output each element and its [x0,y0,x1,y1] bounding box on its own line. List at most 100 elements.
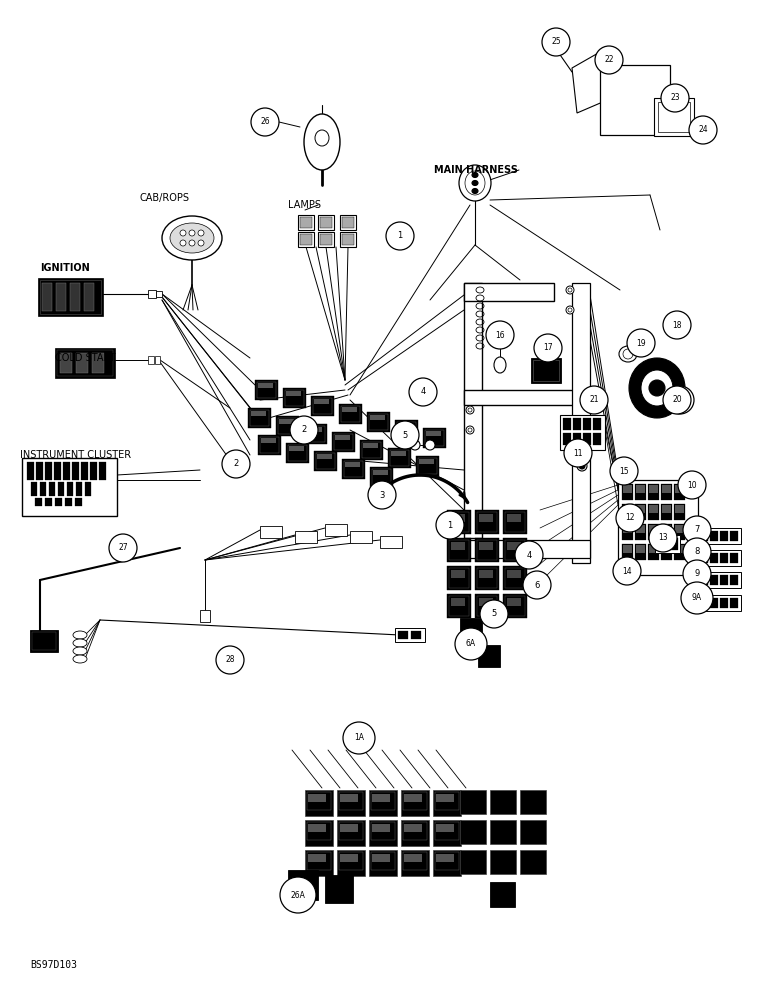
Circle shape [391,421,419,449]
Bar [251,411,266,416]
Bar [76,482,82,496]
Circle shape [455,628,487,660]
Bar [583,433,591,445]
Bar [257,382,276,398]
Bar [419,459,434,464]
Bar [350,531,372,543]
Bar [675,545,684,553]
Ellipse shape [568,308,572,312]
Bar [404,854,422,862]
Bar [58,482,64,496]
Bar [505,568,525,588]
Bar [156,291,162,297]
Bar [390,450,409,466]
Bar [40,482,46,496]
Text: 6A: 6A [466,640,476,648]
Bar [449,540,469,560]
Circle shape [663,386,691,414]
Ellipse shape [466,406,474,414]
Ellipse shape [180,240,186,246]
Bar [298,215,314,230]
Bar [479,598,493,606]
Bar [388,448,411,468]
Bar [339,792,363,810]
Bar [675,525,684,533]
Text: 10: 10 [687,481,697,489]
Bar [401,790,429,816]
Bar [710,553,718,563]
Circle shape [109,534,137,562]
Ellipse shape [641,370,673,406]
Text: 23: 23 [670,94,680,103]
Bar [276,416,299,436]
Bar [36,462,43,480]
Bar [674,504,685,520]
Bar [340,854,358,862]
Text: CAB/ROPS: CAB/ROPS [140,193,190,203]
Ellipse shape [170,223,214,253]
Bar [286,391,301,396]
Bar [460,790,486,814]
Bar [730,598,738,608]
Bar [520,820,546,844]
Text: 5: 5 [402,430,408,440]
Bar [447,510,471,534]
Text: 24: 24 [698,125,708,134]
Bar [662,485,671,493]
Bar [696,550,741,566]
Bar [507,598,521,606]
Bar [436,794,454,802]
Bar [363,443,378,448]
Bar [649,525,658,533]
Bar [85,482,91,496]
Bar [648,544,659,560]
Bar [447,538,471,562]
Bar [314,451,337,471]
Ellipse shape [551,39,561,49]
Bar [308,854,326,862]
Bar [289,446,304,451]
Bar [260,437,279,453]
Bar [55,498,62,506]
Bar [700,531,708,541]
Bar [155,356,160,364]
Bar [38,278,103,316]
Circle shape [564,439,592,467]
Bar [635,524,646,540]
Text: 26: 26 [260,117,269,126]
Bar [250,410,269,426]
Circle shape [649,524,677,552]
Bar [40,280,101,314]
Bar [451,598,465,606]
Bar [304,424,327,444]
Bar [371,852,395,870]
Bar [451,542,465,550]
Bar [30,630,58,652]
Bar [475,538,499,562]
Bar [700,598,708,608]
Bar [285,390,304,406]
Ellipse shape [472,180,478,186]
Text: 20: 20 [672,395,682,404]
Bar [531,358,561,383]
Text: 8: 8 [694,548,699,556]
Bar [635,504,646,520]
Bar [314,399,329,404]
Text: 16: 16 [495,330,505,340]
Ellipse shape [649,380,665,396]
Bar [560,415,605,450]
Ellipse shape [459,165,491,201]
Text: 5: 5 [491,609,496,618]
Text: 11: 11 [574,448,583,458]
Ellipse shape [410,440,420,450]
Bar [369,790,397,816]
Text: 2: 2 [233,460,239,468]
Bar [70,283,80,311]
Bar [464,283,554,301]
Bar [460,850,486,874]
Bar [503,566,527,590]
Bar [307,852,331,870]
Bar [306,426,325,442]
Bar [636,505,645,513]
Text: 18: 18 [672,320,682,330]
